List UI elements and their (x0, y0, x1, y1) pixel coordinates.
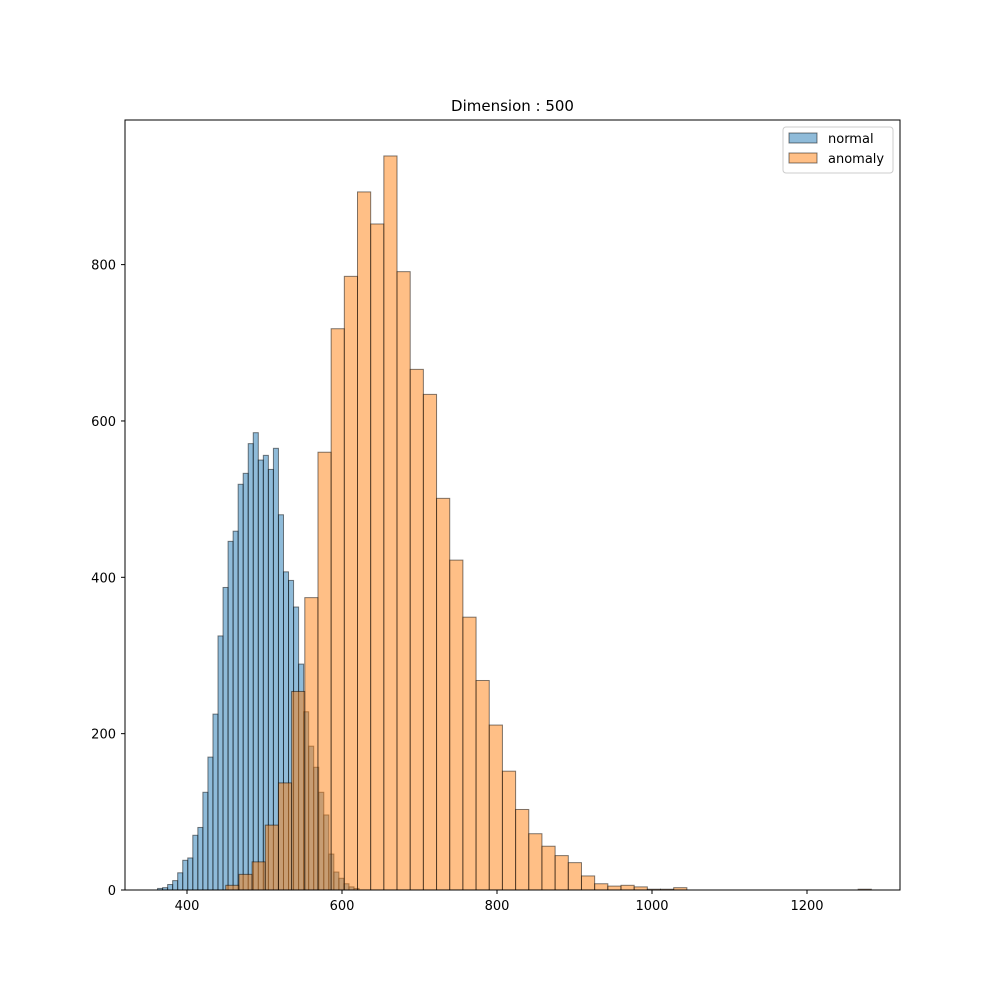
anomaly-bar (357, 191, 372, 891)
normal-bar (192, 834, 199, 891)
anomaly-bar (343, 275, 359, 891)
normal-bar (197, 826, 204, 891)
y-tick-label: 0 (108, 884, 116, 899)
anomaly-bar (594, 883, 609, 891)
anomaly-bar (264, 824, 279, 891)
normal-bar (182, 859, 189, 891)
normal-bar (172, 880, 179, 891)
normal-bar (237, 483, 244, 891)
anomaly-bar (225, 884, 240, 891)
y-tick-label: 200 (91, 728, 116, 743)
legend: normal anomaly (782, 126, 894, 174)
anomaly-bar (567, 862, 582, 891)
anomaly-bar (488, 724, 503, 891)
normal-bar (247, 443, 254, 891)
anomaly-bar (620, 884, 635, 891)
normal-bar (272, 447, 279, 891)
y-axis-ticks: 0 200 400 600 800 (91, 259, 125, 899)
anomaly-bar (409, 368, 424, 891)
normal-bar (232, 530, 239, 891)
anomaly-bar (436, 497, 451, 891)
anomaly-bar (515, 808, 530, 891)
normal-bar (227, 540, 234, 891)
normal-bar (167, 884, 174, 891)
anomaly-bar (580, 875, 596, 891)
legend-swatch-anomaly (788, 152, 818, 164)
y-tick-label: 400 (91, 571, 116, 586)
normal-bar (242, 472, 249, 891)
anomaly-bar (528, 833, 543, 891)
normal-bar (257, 459, 264, 891)
y-tick-label: 600 (91, 415, 116, 430)
anomaly-bar (501, 770, 517, 891)
legend-label-anomaly: anomaly (828, 152, 884, 167)
normal-bar (222, 586, 229, 891)
anomaly-bar (370, 223, 385, 891)
anomaly-bar (554, 855, 569, 891)
axes-frame (124, 119, 901, 891)
anomaly-bar (396, 271, 411, 891)
normal-bar (252, 432, 259, 891)
normal-bar (217, 635, 224, 891)
anomaly-bar (291, 690, 306, 891)
anomaly-bar (251, 861, 266, 891)
anomaly-bar (422, 393, 438, 891)
x-tick-label: 1200 (790, 899, 823, 914)
x-tick-label: 400 (175, 899, 200, 914)
normal-bar (207, 756, 214, 891)
anomaly-bar (238, 873, 253, 891)
anomaly-bar (462, 616, 477, 891)
x-tick-label: 1000 (635, 899, 668, 914)
normal-bar (202, 791, 209, 891)
legend-label-normal: normal (828, 132, 874, 147)
anomaly-bar (607, 885, 622, 891)
anomaly-bar (475, 679, 490, 891)
anomaly-bar (330, 328, 345, 891)
x-tick-label: 800 (485, 899, 510, 914)
normal-bar (212, 713, 219, 891)
anomaly-bar (449, 559, 464, 891)
anomaly-bar (317, 451, 332, 891)
anomaly-bar (541, 845, 556, 891)
chart-title: Dimension : 500 (451, 97, 574, 115)
x-tick-label: 600 (330, 899, 355, 914)
anomaly-bar (304, 597, 319, 891)
legend-swatch-normal (788, 132, 818, 144)
anomaly-bar (277, 782, 293, 891)
anomaly-bar (383, 155, 398, 891)
normal-bar (187, 857, 194, 891)
normal-bar (177, 872, 184, 891)
x-axis-ticks: 400 600 800 1000 1200 (175, 890, 824, 914)
y-tick-label: 800 (91, 259, 116, 274)
